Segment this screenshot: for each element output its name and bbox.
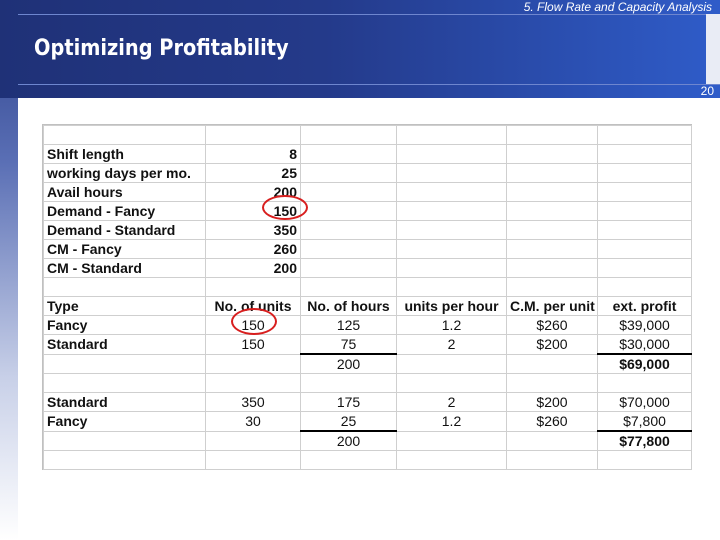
left-gradient-strip — [0, 0, 18, 540]
param-label: working days per mo. — [43, 163, 206, 183]
cm-cell: $200 — [506, 392, 598, 412]
param-label: Avail hours — [43, 182, 206, 202]
plan1-total-row: 200 $69,000 — [43, 353, 692, 374]
plan2-total-profit: $77,800 — [597, 430, 692, 451]
param-row-demand-standard: Demand - Standard 350 — [43, 220, 692, 240]
header-right-panel — [706, 14, 720, 84]
plan1-row-fancy: Fancy 150 125 1.2 $260 $39,000 — [43, 315, 692, 335]
page-number: 20 — [700, 84, 714, 98]
param-value: 350 — [205, 220, 301, 240]
highlight-circle-units — [231, 308, 277, 335]
profit-cell: $70,000 — [597, 392, 692, 412]
param-value: 25 — [205, 163, 301, 183]
param-label: CM - Fancy — [43, 239, 206, 259]
column-header-hours: No. of hours — [300, 296, 397, 316]
plan1-row-standard: Standard 150 75 2 $200 $30,000 — [43, 334, 692, 355]
plan2-total-hours: 200 — [300, 430, 397, 451]
type-cell: Standard — [43, 392, 206, 412]
uph-cell: 2 — [396, 392, 507, 412]
param-row-working-days: working days per mo. 25 — [43, 163, 692, 183]
cm-cell: $260 — [506, 411, 598, 432]
plan1-total-profit: $69,000 — [597, 353, 692, 374]
uph-cell: 1.2 — [396, 411, 507, 432]
param-row-cm-fancy: CM - Fancy 260 — [43, 239, 692, 259]
param-row-cm-standard: CM - Standard 200 — [43, 258, 692, 278]
param-row-avail-hours: Avail hours 200 — [43, 182, 692, 202]
hours-cell: 75 — [300, 334, 397, 355]
highlight-circle-demand — [262, 195, 308, 220]
column-header-cm: C.M. per unit — [506, 296, 598, 316]
table-row — [43, 277, 692, 297]
hours-cell: 25 — [300, 411, 397, 432]
table-row — [43, 373, 692, 393]
hours-cell: 175 — [300, 392, 397, 412]
param-label: Demand - Fancy — [43, 201, 206, 221]
param-row-demand-fancy: Demand - Fancy 150 — [43, 201, 692, 221]
param-value: 8 — [205, 144, 301, 164]
plan1-total-hours: 200 — [300, 353, 397, 374]
uph-cell: 1.2 — [396, 315, 507, 335]
profit-cell: $39,000 — [597, 315, 692, 335]
column-header-profit: ext. profit — [597, 296, 692, 316]
uph-cell: 2 — [396, 334, 507, 355]
slide-title: Optimizing Profitability — [34, 36, 289, 61]
profit-cell: $7,800 — [597, 411, 692, 432]
table-row — [43, 450, 692, 470]
param-row-shift-length: Shift length 8 — [43, 144, 692, 164]
header-band — [0, 0, 720, 98]
type-cell: Fancy — [43, 411, 206, 432]
plan2-total-row: 200 $77,800 — [43, 430, 692, 451]
spreadsheet: Shift length 8 working days per mo. 25 A… — [42, 124, 692, 470]
header-divider-top — [18, 14, 720, 15]
param-label: Demand - Standard — [43, 220, 206, 240]
units-cell: 30 — [205, 411, 301, 432]
section-label: 5. Flow Rate and Capacity Analysis — [523, 0, 712, 14]
spreadsheet-grid: Shift length 8 working days per mo. 25 A… — [43, 125, 692, 470]
units-cell: 350 — [205, 392, 301, 412]
param-value: 200 — [205, 258, 301, 278]
column-header-row: Type No. of units No. of hours units per… — [43, 296, 692, 316]
plan2-row-standard: Standard 350 175 2 $200 $70,000 — [43, 392, 692, 412]
profit-cell: $30,000 — [597, 334, 692, 355]
plan2-row-fancy: Fancy 30 25 1.2 $260 $7,800 — [43, 411, 692, 432]
column-header-type: Type — [43, 296, 206, 316]
hours-cell: 125 — [300, 315, 397, 335]
cm-cell: $260 — [506, 315, 598, 335]
cm-cell: $200 — [506, 334, 598, 355]
table-row — [43, 125, 692, 145]
type-cell: Fancy — [43, 315, 206, 335]
units-cell: 150 — [205, 334, 301, 355]
header-divider-bottom — [18, 84, 720, 85]
param-label: CM - Standard — [43, 258, 206, 278]
column-header-uph: units per hour — [396, 296, 507, 316]
type-cell: Standard — [43, 334, 206, 355]
param-value: 260 — [205, 239, 301, 259]
param-label: Shift length — [43, 144, 206, 164]
